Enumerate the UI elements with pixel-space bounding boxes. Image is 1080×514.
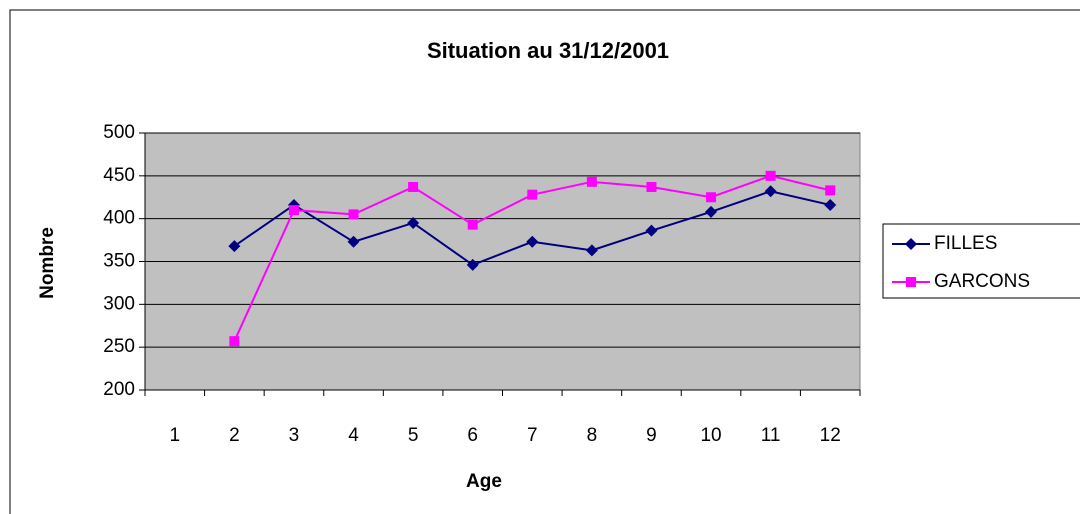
- x-tick-label: 2: [229, 425, 240, 446]
- marker: [585, 244, 598, 257]
- y-tick-label: 300: [103, 293, 135, 314]
- y-axis-label: Nombre: [37, 227, 58, 299]
- marker: [229, 336, 240, 347]
- marker: [646, 181, 657, 192]
- marker: [705, 205, 718, 218]
- marker: [527, 189, 538, 200]
- marker: [467, 219, 478, 230]
- y-tick-label: 400: [103, 208, 135, 229]
- x-tick-label: 1: [170, 425, 181, 446]
- marker: [347, 235, 360, 248]
- y-tick-label: 450: [103, 165, 135, 186]
- x-tick-label: 4: [348, 425, 359, 446]
- marker: [586, 176, 597, 187]
- x-tick-label: 9: [646, 425, 657, 446]
- x-tick-label: 8: [587, 425, 598, 446]
- marker: [466, 258, 479, 271]
- x-tick-label: 5: [408, 425, 419, 446]
- marker: [825, 185, 836, 196]
- marker: [905, 238, 917, 250]
- y-tick-label: 350: [103, 251, 135, 272]
- y-tick-label: 500: [103, 122, 135, 143]
- x-axis-label: Age: [466, 471, 502, 492]
- chart-title: Situation au 31/12/2001: [427, 38, 669, 63]
- marker: [348, 209, 359, 220]
- marker: [906, 277, 916, 287]
- y-tick-label: 200: [103, 379, 135, 400]
- marker: [645, 224, 658, 237]
- marker: [526, 235, 539, 248]
- legend-label: GARCONS: [934, 271, 1030, 292]
- marker: [764, 185, 777, 198]
- x-tick-label: 6: [467, 425, 478, 446]
- marker: [824, 198, 837, 211]
- marker: [765, 170, 776, 181]
- x-tick-label: 10: [700, 425, 721, 446]
- x-tick-label: 7: [527, 425, 538, 446]
- marker: [288, 205, 299, 216]
- legend-label: FILLES: [934, 233, 997, 254]
- marker: [407, 216, 420, 229]
- marker: [706, 192, 717, 203]
- x-tick-label: 12: [820, 425, 841, 446]
- marker: [408, 181, 419, 192]
- y-tick-label: 250: [103, 336, 135, 357]
- x-tick-label: 3: [289, 425, 300, 446]
- marker: [228, 240, 241, 253]
- x-tick-label: 11: [761, 425, 781, 446]
